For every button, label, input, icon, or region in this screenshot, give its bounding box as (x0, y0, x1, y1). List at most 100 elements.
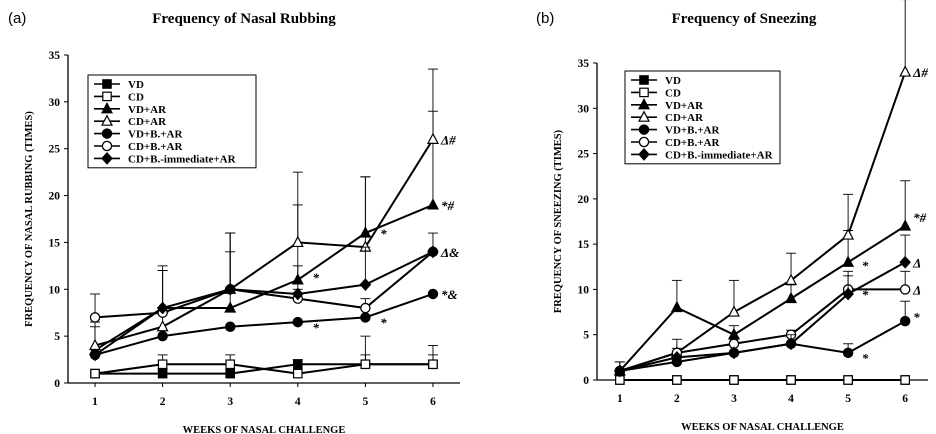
y-axis-title: FREQUENCY OF NASAL RUBBING (TIMES) (24, 111, 35, 327)
series-line (619, 261, 906, 372)
significance-annotation: * (862, 258, 869, 273)
data-point (842, 347, 854, 359)
x-axis-title: WEEKS OF NASAL CHALLENGE (681, 422, 844, 433)
data-point (427, 245, 439, 259)
y-tick-label: 5 (583, 330, 589, 342)
legend-label: CD+AR (665, 112, 704, 124)
data-point (899, 255, 911, 269)
x-tick-label: 3 (731, 393, 737, 405)
series-line (94, 293, 434, 356)
significance-annotation: * (380, 315, 387, 330)
data-point (672, 375, 682, 385)
legend-label: VD (665, 75, 681, 87)
data-point (428, 359, 438, 370)
series-line (94, 138, 434, 347)
data-point (89, 312, 101, 323)
significance-annotation: *# (913, 210, 927, 225)
data-point (900, 375, 910, 385)
data-point (360, 302, 371, 314)
panel-label: (a) (8, 10, 26, 27)
data-point (291, 235, 304, 248)
y-tick-label: 25 (578, 149, 590, 161)
series-cd (90, 354, 438, 379)
series-cd (615, 375, 910, 385)
y-tick-label: 20 (578, 194, 590, 206)
data-point (785, 337, 797, 351)
x-tick-label: 6 (902, 393, 908, 405)
data-point (90, 368, 100, 379)
legend-label: CD+B.-immediate+AR (665, 149, 774, 161)
y-tick-label: 0 (583, 375, 589, 387)
data-point (842, 228, 855, 240)
legend-marker (101, 114, 113, 126)
y-tick-label: 5 (54, 331, 60, 343)
data-point (224, 282, 237, 296)
x-tick-label: 4 (788, 393, 794, 405)
y-axis-title: FREQUENCY OF SNEEZING (TIMES) (553, 129, 564, 313)
data-point (899, 219, 912, 231)
series-vd-ar (613, 180, 912, 376)
x-tick-label: 1 (92, 396, 98, 408)
data-point (842, 287, 854, 301)
data-point (225, 359, 236, 370)
y-tick-label: 10 (49, 284, 61, 296)
legend: VDCDVD+ARCD+ARVD+B.+ARCD+B.+ARCD+B.-imme… (87, 74, 257, 169)
panel-label: (b) (536, 10, 554, 27)
legend-marker (102, 91, 112, 102)
data-point (224, 321, 236, 333)
series-line (94, 250, 434, 356)
data-point (157, 368, 168, 379)
series-cd-b-ar (89, 232, 439, 323)
data-point (156, 319, 169, 332)
legend-label: CD+AR (128, 116, 167, 128)
data-point (785, 291, 798, 304)
data-point (671, 350, 683, 364)
y-tick-label: 20 (49, 191, 61, 203)
x-tick-label: 4 (295, 396, 301, 408)
data-point (292, 368, 303, 379)
significance-annotation: Δ# (440, 132, 456, 147)
data-point (728, 346, 740, 360)
chart-panel-a: (a) Frequency of Nasal Rubbing05101520253… (8, 10, 460, 434)
legend-marker (638, 98, 650, 110)
significance-annotation: Δ (912, 282, 921, 297)
series-cd-b-immediate-ar (89, 232, 439, 362)
data-point (291, 287, 304, 301)
legend-marker (101, 128, 113, 139)
data-point (426, 198, 439, 210)
legend-marker (101, 152, 113, 165)
x-axis-title: WEEKS OF NASAL CHALLENGE (183, 425, 346, 434)
data-point (899, 284, 911, 295)
data-point (225, 368, 236, 379)
data-point (842, 255, 855, 267)
series-cd-b-immediate-ar (614, 234, 911, 378)
data-point (157, 330, 168, 342)
data-point (670, 300, 683, 313)
y-tick-label: 0 (54, 378, 60, 390)
x-tick-label: 2 (160, 396, 166, 408)
significance-annotation: Δ (912, 255, 921, 270)
legend-label: CD+B.-immediate+AR (128, 153, 237, 165)
data-point (843, 375, 853, 385)
series-cd-ar (613, 0, 912, 376)
data-point (292, 316, 304, 328)
data-point (157, 359, 168, 370)
legend-marker (102, 79, 112, 89)
legend-marker (101, 102, 113, 114)
data-point (899, 65, 912, 77)
x-tick-label: 6 (430, 396, 436, 408)
legend-label: CD (128, 91, 144, 103)
significance-annotation: *# (441, 198, 455, 213)
x-tick-label: 5 (845, 393, 851, 405)
legend-marker (638, 148, 650, 161)
data-point (359, 278, 372, 291)
data-point (360, 312, 371, 323)
legend-label: VD (128, 79, 144, 91)
data-point (614, 364, 626, 378)
series-line (94, 251, 434, 319)
series-line (619, 225, 906, 372)
y-tick-label: 10 (578, 284, 590, 296)
significance-annotation: *& (441, 287, 458, 302)
